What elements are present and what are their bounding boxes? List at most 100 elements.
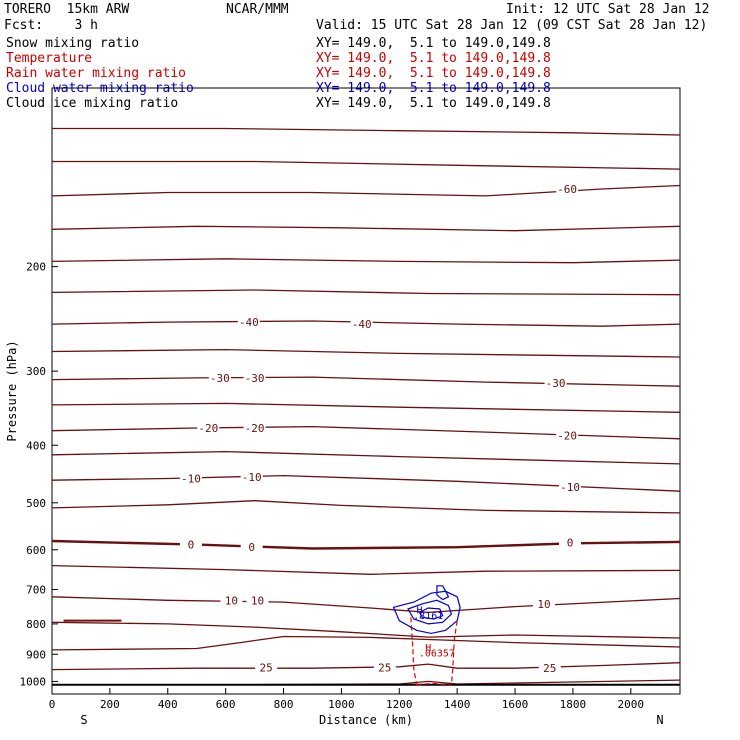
y-tick-label: 400 (26, 439, 46, 452)
temperature-contour-label: -20 (245, 422, 265, 435)
temperature-contour (52, 289, 680, 296)
temperature-contour (52, 474, 680, 492)
y-tick-label: 1000 (20, 675, 47, 688)
temperature-contour (52, 184, 680, 197)
temperature-contour-label: -30 (245, 372, 265, 385)
rain-water-contour (416, 682, 452, 686)
organization: NCAR/MMM (226, 2, 289, 17)
contour-label-bg (240, 541, 263, 553)
x-tick-label: 2000 (618, 698, 645, 711)
temperature-contour (52, 450, 680, 465)
y-tick-label: 700 (26, 584, 46, 597)
y-tick-label: 500 (26, 497, 46, 510)
contour-label-bg (179, 538, 202, 550)
temperature-contour-label: 25 (378, 662, 391, 675)
temperature-contour (52, 621, 680, 639)
x-tick-label: 0 (49, 698, 56, 711)
contour-label-bg (559, 536, 582, 548)
temperature-contour (52, 564, 680, 575)
temperature-contour-label: 0 (567, 536, 574, 549)
valid-time: Valid: 15 UTC Sat 28 Jan 12 (09 CST Sat … (316, 18, 708, 33)
temperature-contour (52, 225, 680, 232)
temperature-contour (52, 258, 680, 264)
temperature-contour-label: -10 (242, 471, 262, 484)
temperature-contour-label: -20 (557, 429, 577, 442)
extremum-label: .8161 (413, 611, 443, 622)
x-tick-label: 800 (274, 698, 294, 711)
field-name: Rain water mixing ratio (6, 66, 187, 81)
temperature-contour-label: 0 (188, 539, 195, 552)
temperature-contour (52, 539, 680, 550)
contour-label-bg (373, 661, 396, 673)
field-xy-range: XY= 149.0, 5.1 to 149.0,149.8 (316, 96, 551, 111)
contour-label-bg (350, 318, 373, 330)
contour-label-bg (255, 661, 278, 673)
temperature-contour-label: -40 (239, 316, 259, 329)
temperature-contour (52, 127, 680, 136)
temperature-contour (52, 320, 680, 327)
temperature-contour-label: -10 (181, 472, 201, 485)
rain-water-contour (410, 617, 418, 686)
x-axis-end-label-north: N (656, 713, 663, 727)
contour-label-bg (556, 429, 579, 441)
field-name: Cloud ice mixing ratio (6, 96, 179, 111)
temperature-contour-label: 0 (248, 541, 255, 554)
plot-frame (51, 87, 681, 695)
contour-label-bg (243, 421, 266, 433)
contour-label-bg (246, 594, 269, 606)
field-name: Snow mixing ratio (6, 36, 140, 51)
temperature-contour-label: -20 (198, 422, 218, 435)
temperature-contour (52, 402, 680, 413)
y-tick-label: 300 (26, 365, 46, 378)
temperature-contour (52, 376, 680, 387)
contour-label-bg (240, 470, 263, 482)
temperature-contour-label: 25 (543, 662, 556, 675)
extremum-label: .06357 (419, 648, 455, 659)
cloud-water-contour (418, 607, 444, 620)
temperature-contour (52, 160, 680, 170)
temperature-contour-label: 25 (260, 662, 273, 675)
cloud-water-contour (436, 585, 450, 601)
contour-label-bg (544, 376, 567, 388)
contour-label-bg (197, 421, 220, 433)
rain-water-contour (450, 620, 458, 686)
x-tick-label: 400 (158, 698, 178, 711)
temperature-contour (52, 500, 680, 514)
contour-label-bg (179, 472, 202, 484)
temperature-contour-label: 10 (251, 594, 264, 607)
temperature-contour-label: 10 (225, 594, 238, 607)
x-axis-end-label-south: S (80, 713, 87, 727)
x-tick-label: 1400 (444, 698, 471, 711)
y-tick-label: 900 (26, 648, 46, 661)
x-tick-label: 600 (216, 698, 236, 711)
contour-label-bg (556, 183, 579, 195)
contour-label-bg (538, 662, 561, 674)
temperature-contour-label: 10 (537, 598, 550, 611)
y-tick-label: 800 (26, 618, 46, 631)
temperature-contour (52, 348, 680, 358)
init-time: Init: 12 UTC Sat 28 Jan 12 (506, 2, 710, 17)
temperature-contour (52, 662, 680, 671)
field-xy-range: XY= 149.0, 5.1 to 149.0,149.8 (316, 51, 551, 66)
x-tick-label: 1800 (560, 698, 587, 711)
temperature-contour (52, 635, 680, 651)
contour-label-bg (220, 594, 243, 606)
field-xy-range: XY= 149.0, 5.1 to 149.0,149.8 (316, 36, 551, 51)
contour-label-bg (559, 480, 582, 492)
temperature-contour-label: -10 (560, 481, 580, 494)
temperature-contour-label: -40 (352, 318, 372, 331)
field-xy-range: XY= 149.0, 5.1 to 149.0,149.8 (316, 66, 551, 81)
contour-label-bg (208, 371, 231, 383)
x-tick-label: 200 (100, 698, 120, 711)
y-axis-label: Pressure (hPa) (5, 340, 19, 441)
temperature-contour-label: -60 (557, 183, 577, 196)
contour-label-bg (532, 597, 555, 609)
forecast-hour: Fcst: 3 h (4, 18, 98, 33)
temperature-contour (52, 425, 680, 440)
extremum-label: H (425, 643, 431, 654)
x-tick-label: 1000 (328, 698, 355, 711)
temperature-contour-label: -30 (546, 377, 566, 390)
y-tick-label: 200 (26, 261, 46, 274)
cloud-water-contour (407, 599, 453, 625)
model-name: TORERO 15km ARW (4, 2, 130, 17)
